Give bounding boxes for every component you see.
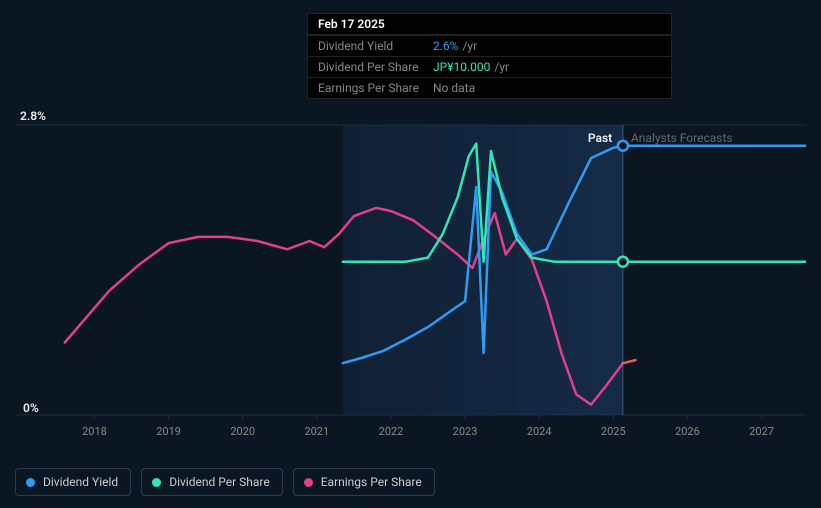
tooltip-metric-value: No data <box>433 81 475 95</box>
dividend-chart: 2.8% 0% Past Analysts Forecasts 2018 2019… <box>15 105 806 455</box>
x-tick: 2027 <box>749 425 774 438</box>
tooltip-row: Dividend Per ShareJP¥10.000/yr <box>308 56 671 77</box>
x-tick: 2024 <box>527 425 552 438</box>
legend-dot <box>304 478 313 487</box>
x-tick: 2021 <box>304 425 329 438</box>
hover-tooltip: Feb 17 2025 Dividend Yield2.6%/yrDividen… <box>307 13 672 99</box>
y-tick-max: 2.8% <box>20 109 46 123</box>
chart-legend: Dividend Yield Dividend Per Share Earnings… <box>15 468 435 496</box>
tooltip-metric-label: Dividend Yield <box>318 39 433 53</box>
x-tick: 2023 <box>453 425 478 438</box>
legend-item[interactable]: Dividend Yield <box>15 468 131 496</box>
legend-label: Earnings Per Share <box>321 475 422 489</box>
tooltip-row: Earnings Per ShareNo data <box>308 77 671 98</box>
tooltip-metric-value: 2.6%/yr <box>433 39 477 53</box>
tooltip-date: Feb 17 2025 <box>318 17 385 31</box>
legend-item[interactable]: Dividend Per Share <box>141 468 283 496</box>
tooltip-metric-label: Dividend Per Share <box>318 60 433 74</box>
legend-dot <box>152 478 161 487</box>
legend-item[interactable]: Earnings Per Share <box>293 468 435 496</box>
x-tick: 2025 <box>601 425 626 438</box>
x-tick: 2019 <box>156 425 181 438</box>
y-tick-min: 0% <box>23 401 39 415</box>
legend-label: Dividend Per Share <box>169 475 270 489</box>
x-axis: 2018 2019 2020 2021 2022 2023 2024 2025 2026 2027 <box>15 425 806 445</box>
chart-svg <box>15 105 806 455</box>
legend-label: Dividend Yield <box>43 475 118 489</box>
x-tick: 2018 <box>82 425 107 438</box>
tooltip-metric-value: JP¥10.000/yr <box>433 60 509 74</box>
tooltip-row: Dividend Yield2.6%/yr <box>308 35 671 56</box>
x-tick: 2020 <box>230 425 255 438</box>
forecast-label: Analysts Forecasts <box>631 131 733 145</box>
x-tick: 2026 <box>675 425 700 438</box>
past-label: Past <box>588 131 612 145</box>
tooltip-metric-label: Earnings Per Share <box>318 81 433 95</box>
legend-dot <box>26 478 35 487</box>
x-tick: 2022 <box>379 425 404 438</box>
